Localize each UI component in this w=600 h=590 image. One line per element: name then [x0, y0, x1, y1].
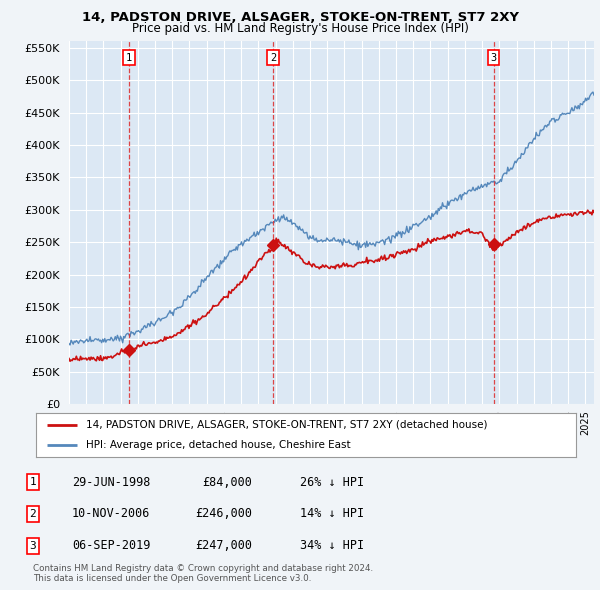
Text: £246,000: £246,000	[195, 507, 252, 520]
Text: Price paid vs. HM Land Registry's House Price Index (HPI): Price paid vs. HM Land Registry's House …	[131, 22, 469, 35]
Text: 29-JUN-1998: 29-JUN-1998	[72, 476, 151, 489]
Text: 26% ↓ HPI: 26% ↓ HPI	[300, 476, 364, 489]
Text: £247,000: £247,000	[195, 539, 252, 552]
Text: 06-SEP-2019: 06-SEP-2019	[72, 539, 151, 552]
Text: 3: 3	[29, 541, 37, 550]
Text: 2: 2	[29, 509, 37, 519]
Text: 14, PADSTON DRIVE, ALSAGER, STOKE-ON-TRENT, ST7 2XY: 14, PADSTON DRIVE, ALSAGER, STOKE-ON-TRE…	[82, 11, 518, 24]
Text: 1: 1	[126, 53, 132, 63]
Text: 14, PADSTON DRIVE, ALSAGER, STOKE-ON-TRENT, ST7 2XY (detached house): 14, PADSTON DRIVE, ALSAGER, STOKE-ON-TRE…	[86, 420, 487, 430]
Text: 14% ↓ HPI: 14% ↓ HPI	[300, 507, 364, 520]
Text: £84,000: £84,000	[202, 476, 252, 489]
Text: 3: 3	[491, 53, 497, 63]
Text: 2: 2	[270, 53, 276, 63]
Text: HPI: Average price, detached house, Cheshire East: HPI: Average price, detached house, Ches…	[86, 440, 350, 450]
Text: 10-NOV-2006: 10-NOV-2006	[72, 507, 151, 520]
Text: 1: 1	[29, 477, 37, 487]
Text: Contains HM Land Registry data © Crown copyright and database right 2024.
This d: Contains HM Land Registry data © Crown c…	[33, 563, 373, 583]
Text: 34% ↓ HPI: 34% ↓ HPI	[300, 539, 364, 552]
